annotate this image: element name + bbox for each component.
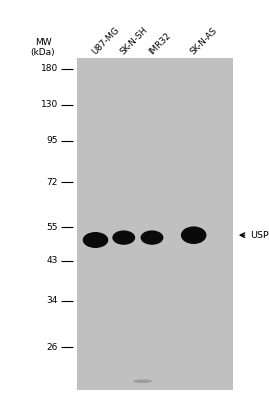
Text: 180: 180 <box>41 64 58 73</box>
Text: 72: 72 <box>47 178 58 186</box>
Ellipse shape <box>83 232 108 248</box>
Text: 26: 26 <box>47 343 58 352</box>
Text: 43: 43 <box>47 256 58 265</box>
Text: USP14: USP14 <box>250 231 269 240</box>
Text: 34: 34 <box>47 296 58 305</box>
Text: IMR32: IMR32 <box>147 30 172 56</box>
Ellipse shape <box>181 226 207 244</box>
Ellipse shape <box>140 230 164 245</box>
Text: U87-MG: U87-MG <box>90 25 121 56</box>
Text: 130: 130 <box>41 100 58 109</box>
Text: 55: 55 <box>46 223 58 232</box>
Text: 95: 95 <box>46 136 58 145</box>
Text: MW
(kDa): MW (kDa) <box>31 38 55 57</box>
Text: SK-N-AS: SK-N-AS <box>189 26 219 56</box>
Ellipse shape <box>133 379 152 383</box>
Bar <box>77 58 233 390</box>
Text: SK-N-SH: SK-N-SH <box>119 25 150 56</box>
Ellipse shape <box>112 230 135 245</box>
